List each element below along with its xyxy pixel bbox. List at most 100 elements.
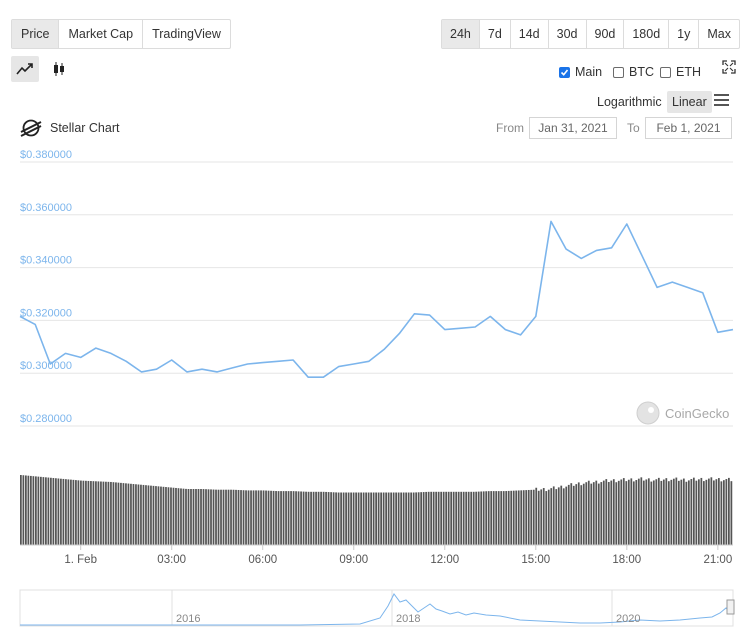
volume-bar	[635, 480, 638, 545]
volume-bar	[445, 491, 448, 545]
volume-bar	[387, 492, 390, 545]
volume-bar	[415, 492, 418, 545]
to-date-input[interactable]: Feb 1, 2021	[645, 117, 732, 139]
range-1y[interactable]: 1y	[669, 20, 700, 48]
checkbox-btc[interactable]	[613, 66, 624, 78]
scale-logarithmic-button[interactable]: Logarithmic	[597, 95, 662, 109]
volume-bar	[667, 481, 670, 545]
volume-bar	[390, 492, 393, 545]
volume-bar	[65, 479, 67, 545]
range-max[interactable]: Max	[707, 27, 731, 41]
y-tick-label: $0.360000	[20, 202, 72, 214]
volume-bar	[130, 483, 132, 545]
volume-bar	[47, 477, 50, 545]
volume-bar	[542, 488, 545, 545]
volume-bar	[545, 491, 548, 545]
range-30d[interactable]: 30d	[549, 20, 587, 48]
scale-linear-button[interactable]: Linear	[667, 91, 712, 113]
volume-bar	[540, 489, 543, 545]
volume-bar	[575, 484, 578, 545]
volume-bar	[622, 478, 625, 545]
volume-bar	[412, 492, 415, 545]
range-180d[interactable]: 180d	[624, 20, 670, 48]
volume-bar	[517, 490, 520, 545]
volume-bar	[537, 490, 540, 545]
volume-bar	[167, 487, 170, 545]
range-14d[interactable]: 14d	[511, 20, 549, 48]
navigator[interactable]: 2016 2018 2020	[19, 589, 735, 627]
volume-bar	[112, 482, 115, 545]
volume-bar	[307, 491, 310, 545]
checkbox-eth[interactable]	[660, 66, 671, 78]
toggle-btc[interactable]: BTC	[613, 65, 654, 79]
volume-bar	[487, 491, 490, 545]
volume-bar	[450, 491, 453, 545]
range-90d[interactable]: 90d	[587, 20, 625, 48]
range-24h[interactable]: 24h	[442, 20, 480, 48]
volume-bar	[172, 487, 175, 545]
volume-bar	[577, 482, 580, 545]
volume-bar	[400, 492, 403, 545]
from-date-input[interactable]: Jan 31, 2021	[529, 117, 617, 139]
watermark-text: CoinGecko	[665, 406, 729, 421]
volume-bar	[327, 492, 330, 545]
volume-bar	[655, 479, 658, 545]
volume-bar	[385, 492, 388, 545]
volume-bar	[447, 491, 450, 545]
volume-bar	[475, 491, 478, 545]
volume-bar	[605, 479, 608, 545]
volume-bar	[252, 490, 255, 545]
volume-bar	[72, 479, 75, 545]
tab-price[interactable]: Price	[12, 20, 60, 48]
toggle-eth[interactable]: ETH	[660, 65, 701, 79]
volume-bar	[440, 491, 443, 545]
volume-bar	[322, 491, 325, 545]
volume-bar	[502, 491, 505, 545]
candlestick-button[interactable]	[45, 56, 73, 82]
volume-bar	[22, 475, 25, 545]
x-tick-label: 15:00	[521, 554, 550, 566]
volume-bar	[725, 479, 728, 545]
volume-bar	[100, 481, 102, 545]
fullscreen-button[interactable]	[720, 58, 738, 76]
price-line	[19, 220, 734, 378]
volume-bar	[497, 491, 500, 545]
tab-market-cap[interactable]: Market Cap	[59, 20, 144, 48]
volume-bar	[417, 492, 420, 545]
volume-bar	[270, 490, 272, 545]
volume-bar	[262, 490, 265, 545]
volume-bar	[82, 480, 85, 545]
volume-bar	[362, 492, 365, 545]
volume-bar	[632, 481, 635, 545]
tab-tradingview[interactable]: TradingView	[152, 27, 221, 41]
volume-bar	[337, 492, 340, 545]
volume-bar	[567, 484, 570, 545]
volume-bar	[345, 492, 347, 545]
checkbox-main[interactable]	[559, 66, 570, 78]
x-tick-label: 03:00	[157, 554, 186, 566]
volume-bar	[557, 487, 560, 545]
volume-bar	[210, 489, 212, 545]
volume-bar	[182, 488, 185, 545]
volume-bar	[60, 478, 62, 545]
volume-bar	[500, 491, 503, 545]
volume-bar	[465, 491, 468, 545]
chart-menu-button[interactable]	[713, 93, 731, 109]
volume-bar	[40, 476, 42, 545]
volume-bar	[152, 485, 155, 545]
range-7d[interactable]: 7d	[480, 20, 511, 48]
volume-bar	[365, 492, 367, 545]
volume-bar	[145, 485, 147, 545]
volume-bar	[67, 479, 70, 545]
volume-bar	[420, 492, 423, 545]
volume-bar	[580, 485, 583, 545]
volume-bar	[630, 478, 633, 545]
toggle-main[interactable]: Main	[559, 65, 602, 79]
volume-bar	[222, 489, 225, 545]
volume-bar	[582, 483, 585, 545]
line-chart-button[interactable]	[11, 56, 39, 82]
y-tick-label: $0.320000	[20, 307, 72, 319]
navigator-handle[interactable]	[726, 599, 735, 615]
volume-bar	[510, 490, 513, 545]
volume-bar	[710, 477, 713, 545]
